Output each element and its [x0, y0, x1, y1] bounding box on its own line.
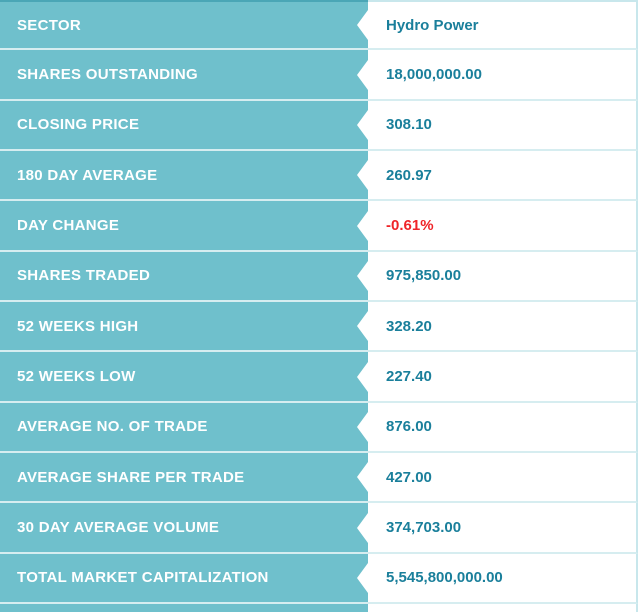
row-label: 52 WEEKS LOW	[0, 352, 368, 401]
row-label: TOTAL MARKET CAPITALIZATION	[0, 553, 368, 603]
row-value: 5,545,800,000.00	[357, 553, 636, 603]
row-value: 427.00	[357, 453, 636, 502]
row-value: 374,703.00	[357, 503, 636, 552]
row-value	[368, 604, 636, 612]
row-value: 975,850.00	[357, 251, 636, 301]
row-value-text: Hydro Power	[386, 16, 479, 34]
row-value: 876.00	[357, 402, 636, 452]
row-value: 227.40	[357, 352, 636, 401]
row-label: 30 DAY AVERAGE VOLUME	[0, 503, 368, 552]
table-row: SECTOR Hydro Power	[0, 0, 638, 51]
row-value-text: 308.10	[386, 116, 432, 134]
row-value-text: 18,000,000.00	[386, 66, 482, 84]
chevron-left-icon	[357, 512, 368, 543]
row-value: 308.10	[357, 100, 636, 150]
chevron-left-icon	[357, 160, 368, 191]
chevron-left-icon	[357, 562, 368, 593]
table-row: 52 WEEKS HIGH 328.20	[0, 302, 638, 353]
table-row: DAY CHANGE -0.61%	[0, 201, 638, 252]
table-row: AVERAGE SHARE PER TRADE 427.00	[0, 453, 638, 504]
chevron-left-icon	[357, 311, 368, 342]
table-row: 30 DAY AVERAGE VOLUME 374,703.00	[0, 503, 638, 554]
row-value: Hydro Power	[357, 0, 636, 49]
row-value-text: 5,545,800,000.00	[386, 569, 503, 587]
chevron-left-icon	[357, 462, 368, 493]
chevron-left-icon	[357, 411, 368, 442]
table-row: CLOSING PRICE 308.10	[0, 100, 638, 152]
row-value-text: 328.20	[386, 317, 432, 335]
chevron-left-icon	[357, 10, 368, 41]
row-label: 52 WEEKS HIGH	[0, 302, 368, 351]
row-label	[0, 604, 368, 612]
row-value: 18,000,000.00	[357, 50, 636, 99]
table-row: 52 WEEKS LOW 227.40	[0, 352, 638, 403]
table-row: SHARES TRADED 975,850.00	[0, 251, 638, 303]
table-row: 180 DAY AVERAGE 260.97	[0, 151, 638, 202]
row-label: SHARES OUTSTANDING	[0, 50, 368, 99]
row-value-text: -0.61%	[386, 217, 434, 235]
row-value-text: 260.97	[386, 166, 432, 184]
row-value: 260.97	[357, 151, 636, 200]
row-value-text: 227.40	[386, 368, 432, 386]
table-row: SHARES OUTSTANDING 18,000,000.00	[0, 50, 638, 101]
row-value: 328.20	[357, 302, 636, 351]
chevron-left-icon	[357, 210, 368, 241]
row-label: DAY CHANGE	[0, 201, 368, 250]
row-value-text: 427.00	[386, 468, 432, 486]
table-row: AVERAGE NO. OF TRADE 876.00	[0, 402, 638, 454]
row-label: AVERAGE NO. OF TRADE	[0, 402, 368, 452]
chevron-left-icon	[357, 260, 368, 291]
row-value-text: 374,703.00	[386, 519, 462, 537]
row-value-text: 975,850.00	[386, 267, 462, 285]
row-label: SHARES TRADED	[0, 251, 368, 301]
row-label: 180 DAY AVERAGE	[0, 151, 368, 200]
table-row	[0, 604, 638, 612]
row-value: -0.61%	[357, 201, 636, 250]
chevron-left-icon	[357, 109, 368, 140]
row-value-text: 876.00	[386, 418, 432, 436]
chevron-left-icon	[357, 59, 368, 90]
chevron-left-icon	[357, 361, 368, 392]
row-label: AVERAGE SHARE PER TRADE	[0, 453, 368, 502]
row-label: SECTOR	[0, 0, 368, 49]
table-row: TOTAL MARKET CAPITALIZATION 5,545,800,00…	[0, 553, 638, 605]
row-label: CLOSING PRICE	[0, 100, 368, 150]
